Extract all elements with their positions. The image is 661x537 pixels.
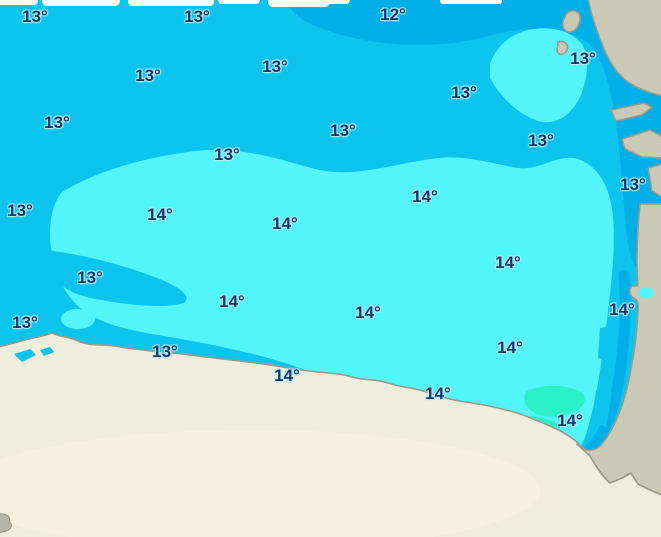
temp-label: 13° bbox=[77, 268, 103, 287]
temp-label: 14° bbox=[219, 292, 245, 311]
temp-label: 13° bbox=[44, 113, 70, 132]
temp-label: 14° bbox=[147, 205, 173, 224]
land-france-south bbox=[576, 203, 661, 496]
temp-label: 13° bbox=[152, 342, 178, 361]
temp-label: 14° bbox=[557, 411, 583, 430]
land-france-north bbox=[587, 0, 661, 97]
temp-label: 14° bbox=[274, 366, 300, 385]
temp-label: 14° bbox=[272, 214, 298, 233]
temp-label: 14° bbox=[425, 384, 451, 403]
temp-label: 12° bbox=[380, 5, 406, 24]
temp-label: 13° bbox=[22, 7, 48, 26]
temp-label: 13° bbox=[7, 201, 33, 220]
temp-label: 13° bbox=[12, 313, 38, 332]
sand-spit-1 bbox=[610, 102, 653, 122]
sea-13deg-wedge bbox=[46, 250, 187, 306]
sand-spit-3 bbox=[647, 163, 661, 198]
temp-label: 13° bbox=[528, 131, 554, 150]
temp-label: 14° bbox=[412, 187, 438, 206]
lagoon-water bbox=[638, 287, 654, 299]
temp-label: 13° bbox=[451, 83, 477, 102]
temp-label: 13° bbox=[330, 121, 356, 140]
temp-label: 14° bbox=[355, 303, 381, 322]
temp-label: 14° bbox=[495, 253, 521, 272]
temp-label: 13° bbox=[184, 7, 210, 26]
temp-label: 14° bbox=[609, 300, 635, 319]
temp-label: 13° bbox=[214, 145, 240, 164]
coast-inlet-1 bbox=[14, 349, 36, 362]
sea-13deg-patch-landes-2 bbox=[592, 390, 612, 428]
sea-cool-coastal-strip bbox=[584, 269, 631, 455]
sea-warmest-patch-upper bbox=[524, 385, 585, 417]
land-spain-lowland-tint bbox=[0, 430, 540, 537]
temp-label: 13° bbox=[620, 175, 646, 194]
island-small-north bbox=[561, 10, 581, 33]
sand-spit-2 bbox=[621, 129, 661, 159]
coast-inlet-2 bbox=[40, 347, 54, 356]
sea-13deg-patch-landes-1 bbox=[598, 326, 616, 362]
island-tiny bbox=[556, 40, 569, 56]
temp-label: 14° bbox=[497, 338, 523, 357]
temp-label: 13° bbox=[262, 57, 288, 76]
temp-label: 13° bbox=[570, 49, 596, 68]
sea-14deg-region bbox=[50, 149, 614, 461]
sea-warm-patch-left-coast bbox=[61, 309, 95, 329]
temp-label: 13° bbox=[135, 66, 161, 85]
urban-area-blob bbox=[0, 513, 12, 534]
